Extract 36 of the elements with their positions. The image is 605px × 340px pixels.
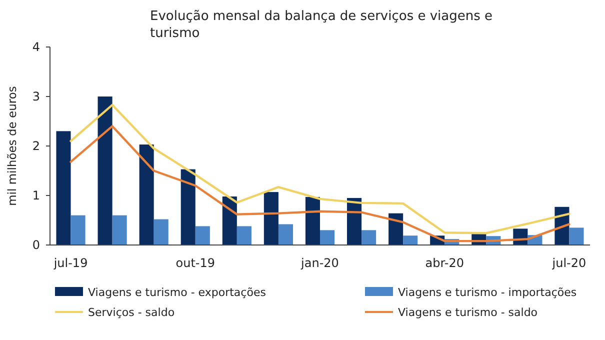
bar — [180, 169, 196, 245]
x-tick-label: jul-20 — [551, 256, 586, 270]
bar — [236, 226, 252, 245]
y-tick-label: 0 — [32, 238, 40, 252]
bar — [98, 96, 112, 245]
bar — [112, 215, 127, 245]
line-series — [70, 125, 570, 242]
x-tick-label: abr-20 — [425, 256, 464, 270]
bar — [195, 226, 210, 245]
chart-title: Evolução mensal da balança de serviços e viagens e turismo — [150, 9, 493, 41]
y-tick-label: 4 — [32, 40, 40, 54]
legend-label: Viagens e turismo - exportações — [88, 286, 266, 299]
legend-label: Serviços - saldo — [88, 306, 175, 319]
bar — [70, 215, 86, 245]
bar — [569, 228, 584, 245]
bar — [403, 236, 418, 245]
bar — [222, 196, 237, 245]
bar — [56, 131, 71, 245]
y-tick-label: 2 — [32, 139, 40, 153]
bar — [320, 230, 335, 245]
y-tick-label: 1 — [32, 188, 40, 202]
bar — [278, 224, 293, 245]
bar — [139, 144, 154, 245]
bar — [305, 196, 320, 245]
bar — [154, 219, 168, 245]
bar — [362, 230, 376, 245]
line-series — [70, 104, 570, 234]
x-tick-label: out-19 — [176, 256, 216, 270]
bar — [388, 213, 404, 245]
legend-label: Viagens e turismo - importações — [398, 286, 577, 299]
bar — [264, 192, 278, 245]
x-tick-label: jan-20 — [300, 256, 339, 270]
y-tick-label: 3 — [32, 90, 40, 104]
legend-label: Viagens e turismo - saldo — [398, 306, 538, 319]
x-tick-label: jul-19 — [52, 256, 88, 270]
y-axis-title: mil milhões de euros — [5, 86, 19, 206]
